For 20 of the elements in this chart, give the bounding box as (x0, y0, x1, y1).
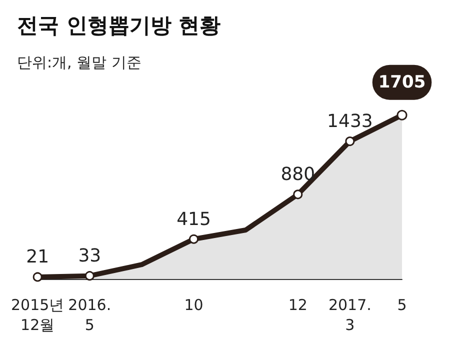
x-tick-label: 10 (184, 296, 204, 314)
chart-subtitle: 단위:개, 월말 기준 (17, 54, 142, 72)
point (189, 234, 199, 244)
point (396, 110, 408, 120)
data-label: 880 (280, 164, 316, 186)
x-tick-label: 2015년 12월 (10, 296, 64, 334)
x-tick-label: 5 (397, 296, 407, 314)
data-label: 21 (26, 246, 50, 268)
point (84, 271, 94, 281)
point (293, 190, 303, 200)
data-label: 1433 (327, 111, 373, 132)
data-label: 415 (176, 208, 211, 230)
x-tick-label: 2017. 3 (328, 296, 372, 334)
data-label: 1705 (378, 72, 426, 92)
data-label: 33 (78, 246, 102, 267)
chart-title: 전국 인형뽑기방 현황 (17, 14, 221, 38)
x-tick-label: 2016. 5 (68, 296, 112, 334)
point (32, 272, 42, 282)
x-tick-label: 12 (288, 296, 308, 314)
point (345, 136, 355, 146)
